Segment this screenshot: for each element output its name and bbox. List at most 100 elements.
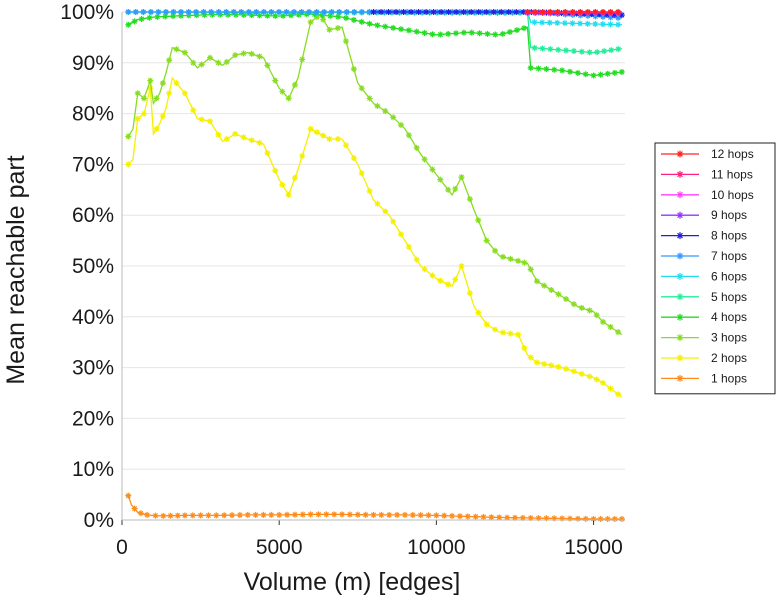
- data-point-marker: [275, 9, 282, 15]
- data-point-marker: [475, 309, 482, 316]
- data-point-marker: [279, 181, 286, 188]
- grid: [122, 11, 625, 521]
- data-point-marker: [559, 515, 566, 522]
- data-point-marker: [676, 170, 684, 178]
- data-point-marker: [358, 170, 365, 177]
- data-point-marker: [131, 505, 138, 512]
- data-point-marker: [676, 334, 684, 342]
- data-point-marker: [366, 188, 373, 195]
- legend-item: 9 hops: [661, 208, 747, 222]
- data-point-marker: [264, 62, 271, 69]
- data-point-marker: [429, 272, 436, 279]
- axes: 0% 10% 20% 30% 40% 50% 60% 70% 80% 90% 100% 0 5000 10…: [60, 1, 625, 559]
- data-point-marker: [213, 512, 220, 519]
- series-line: [128, 11, 622, 54]
- data-point-marker: [464, 513, 471, 520]
- data-point-marker: [291, 81, 298, 88]
- data-point-marker: [272, 12, 279, 19]
- data-point-marker: [527, 64, 534, 71]
- data-point-marker: [520, 9, 527, 15]
- data-point-marker: [215, 59, 222, 66]
- data-point-marker: [334, 25, 341, 32]
- data-point-marker: [225, 11, 232, 18]
- data-point-marker: [445, 186, 452, 193]
- data-point-marker: [268, 9, 275, 15]
- data-point-marker: [291, 9, 298, 15]
- data-point-marker: [326, 26, 333, 33]
- data-point-marker: [566, 515, 573, 522]
- legend-box: [654, 142, 776, 395]
- data-point-marker: [533, 359, 540, 366]
- data-point-marker: [599, 13, 606, 20]
- data-point-marker: [615, 329, 622, 336]
- data-point-marker: [618, 12, 625, 19]
- data-point-marker: [429, 31, 436, 38]
- data-point-marker: [543, 515, 550, 522]
- data-point-marker: [555, 291, 562, 298]
- data-point-marker: [519, 514, 526, 521]
- data-point-marker: [555, 46, 562, 53]
- data-point-marker: [483, 321, 490, 328]
- legend-item: 4 hops: [661, 310, 747, 324]
- data-point-marker: [366, 9, 373, 15]
- data-point-marker: [559, 67, 566, 74]
- data-point-marker: [125, 133, 132, 140]
- data-point-marker: [390, 218, 397, 225]
- data-point-marker: [366, 95, 373, 102]
- data-point-marker: [189, 512, 196, 519]
- data-point-marker: [566, 68, 573, 75]
- data-point-marker: [539, 9, 546, 15]
- data-point-marker: [185, 9, 192, 15]
- data-point-marker: [429, 166, 436, 173]
- data-point-marker: [272, 77, 279, 84]
- data-point-marker: [437, 277, 444, 284]
- data-point-marker: [505, 9, 512, 15]
- data-point-marker: [437, 176, 444, 183]
- data-point-marker: [313, 14, 320, 21]
- data-point-marker: [166, 90, 173, 97]
- data-point-marker: [232, 11, 239, 18]
- data-point-marker: [615, 14, 622, 21]
- data-point-marker: [401, 511, 408, 518]
- data-point-marker: [366, 20, 373, 27]
- data-point-marker: [190, 107, 197, 114]
- data-point-marker: [313, 129, 320, 136]
- data-point-marker: [607, 9, 614, 15]
- legend-item: 10 hops: [661, 188, 754, 202]
- data-point-marker: [328, 9, 335, 15]
- legend-label: 8 hops: [711, 229, 747, 243]
- data-point-marker: [238, 9, 245, 15]
- data-point-marker: [676, 272, 684, 280]
- data-point-marker: [547, 46, 554, 53]
- data-point-marker: [307, 125, 314, 132]
- data-point-marker: [615, 391, 622, 398]
- legend: 12 hops 11 hops 10 hops 9 hops 8 hops 7 hops 6…: [654, 142, 776, 395]
- data-point-marker: [551, 515, 558, 522]
- data-point-marker: [256, 12, 263, 19]
- legend-label: 3 hops: [711, 331, 747, 345]
- data-point-marker: [181, 90, 188, 97]
- data-point-marker: [125, 161, 132, 168]
- data-point-marker: [445, 9, 452, 15]
- data-point-marker: [125, 492, 132, 499]
- data-point-marker: [153, 95, 160, 102]
- y-tick-label: 0%: [84, 509, 114, 532]
- data-point-marker: [193, 9, 200, 15]
- data-point-marker: [541, 360, 548, 367]
- data-point-marker: [521, 345, 528, 352]
- data-point-marker: [441, 512, 448, 519]
- data-point-marker: [618, 515, 625, 522]
- data-point-marker: [339, 511, 346, 518]
- data-point-marker: [370, 9, 377, 15]
- data-point-marker: [358, 85, 365, 92]
- data-point-marker: [230, 9, 237, 15]
- data-point-marker: [593, 312, 600, 319]
- data-point-marker: [413, 28, 420, 35]
- data-point-marker: [578, 48, 585, 55]
- data-point-marker: [607, 385, 614, 392]
- data-point-marker: [342, 38, 349, 45]
- data-point-marker: [515, 331, 522, 338]
- data-point-marker: [335, 13, 342, 20]
- data-point-marker: [586, 307, 593, 314]
- data-point-marker: [174, 512, 181, 519]
